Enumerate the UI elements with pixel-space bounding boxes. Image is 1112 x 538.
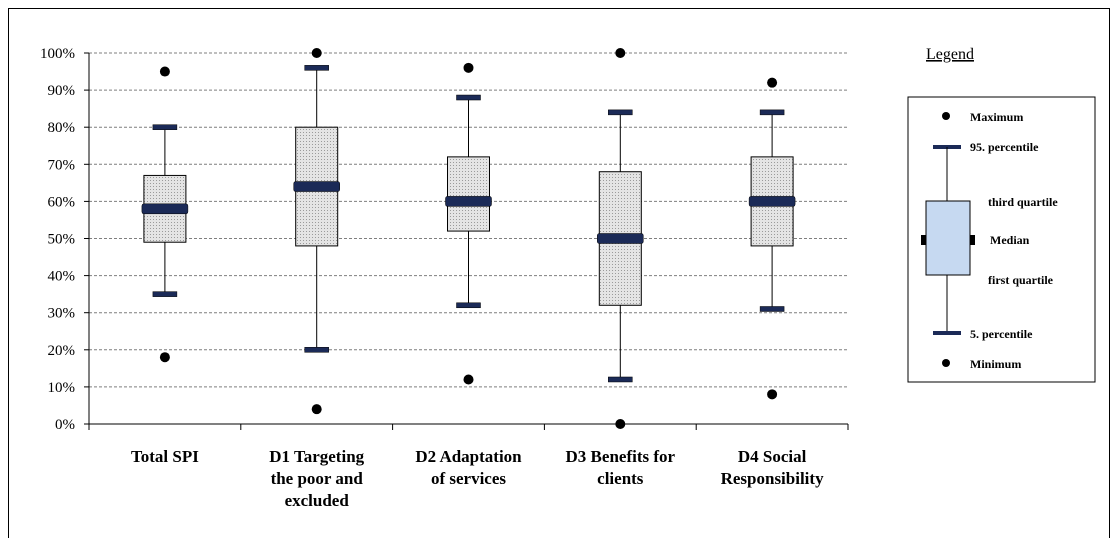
box-group <box>748 77 796 400</box>
maximum-point <box>615 48 626 58</box>
median-bar <box>445 196 492 207</box>
x-tick-label: D2 Adaptation of services <box>415 447 522 488</box>
maximum-point <box>463 62 474 73</box>
legend-q3-label: third quartile <box>988 195 1058 209</box>
minimum-point <box>615 419 626 429</box>
y-tick-label: 20% <box>48 343 76 359</box>
y-tick-label: 50% <box>48 232 76 248</box>
legend-median-marker-right <box>970 235 975 245</box>
box-group <box>293 48 340 415</box>
x-tick-label-line: of services <box>431 469 506 488</box>
x-axis <box>88 423 849 430</box>
legend-minimum-point <box>942 359 950 367</box>
legend-median-label: Median <box>990 233 1030 247</box>
legend-iqr-box <box>925 200 971 276</box>
legend-maximum-point <box>942 112 950 120</box>
grid-lines <box>89 52 848 388</box>
median-bar <box>748 196 796 207</box>
minimum-point <box>767 389 778 400</box>
legend-p5-label: 5. percentile <box>970 327 1033 341</box>
maximum-point <box>311 48 322 58</box>
y-tick-label: 80% <box>48 120 76 136</box>
y-tick-label: 60% <box>48 194 76 210</box>
x-tick-label-line: D1 Targeting <box>269 447 364 466</box>
box-group <box>445 62 492 385</box>
x-tick-label-line: Total SPI <box>131 447 199 466</box>
minimum-point <box>311 404 322 415</box>
chart-frame <box>8 8 1110 538</box>
legend: Legend Maximum 95. percentile third quar… <box>907 46 1096 383</box>
median-bar <box>141 203 189 215</box>
maximum-point <box>159 66 170 77</box>
y-tick-label: 10% <box>48 380 76 396</box>
p95-bar <box>456 94 481 101</box>
maximum-point <box>767 77 778 88</box>
median-bar <box>293 181 340 192</box>
p5-bar <box>152 291 178 297</box>
legend-minimum-label: Minimum <box>970 357 1021 371</box>
x-tick-label-line: D2 Adaptation <box>415 447 522 466</box>
p95-bar <box>152 124 178 130</box>
p95-bar <box>759 109 785 116</box>
box-group <box>141 66 189 363</box>
y-tick-label: 100% <box>40 46 75 62</box>
legend-title: Legend <box>926 46 974 63</box>
x-tick-label-line: excluded <box>285 491 350 510</box>
minimum-point <box>463 374 474 385</box>
legend-median-marker-left <box>921 235 926 245</box>
x-tick-label-line: D4 Social <box>738 447 807 466</box>
p95-bar <box>608 109 633 116</box>
y-axis: 0% 10% 20% 30% 40% 50% 60% 70% 80% 90% 100% <box>40 46 90 433</box>
x-tick-label: Total SPI <box>131 447 199 466</box>
x-tick-label-line: the poor and <box>271 469 364 488</box>
y-tick-label: 40% <box>48 269 76 285</box>
p5-bar <box>759 306 785 312</box>
x-tick-label: D1 Targeting the poor and excluded <box>269 447 364 510</box>
box-group <box>597 48 644 429</box>
legend-q1-label: first quartile <box>988 273 1054 287</box>
p5-bar <box>608 376 633 383</box>
iqr-box <box>447 156 490 232</box>
boxes <box>141 48 796 429</box>
x-tick-label-line: D3 Benefits for <box>566 447 676 466</box>
x-tick-labels: Total SPI D1 Targeting the poor and exclude… <box>131 447 824 510</box>
y-tick-label: 70% <box>48 157 76 173</box>
y-tick-label: 0% <box>55 417 75 433</box>
legend-p95-label: 95. percentile <box>970 140 1039 154</box>
y-tick-label: 30% <box>48 306 76 322</box>
x-tick-label: D4 Social Responsibility <box>721 447 824 488</box>
p5-bar <box>456 302 481 309</box>
p5-bar <box>304 347 329 353</box>
x-tick-label-line: Responsibility <box>721 469 824 488</box>
minimum-point <box>159 352 170 363</box>
legend-maximum-label: Maximum <box>970 110 1023 124</box>
x-tick-label-line: clients <box>597 469 644 488</box>
median-bar <box>597 233 644 244</box>
y-tick-label: 90% <box>48 83 76 99</box>
x-tick-label: D3 Benefits for clients <box>566 447 676 488</box>
p95-bar <box>304 65 329 71</box>
